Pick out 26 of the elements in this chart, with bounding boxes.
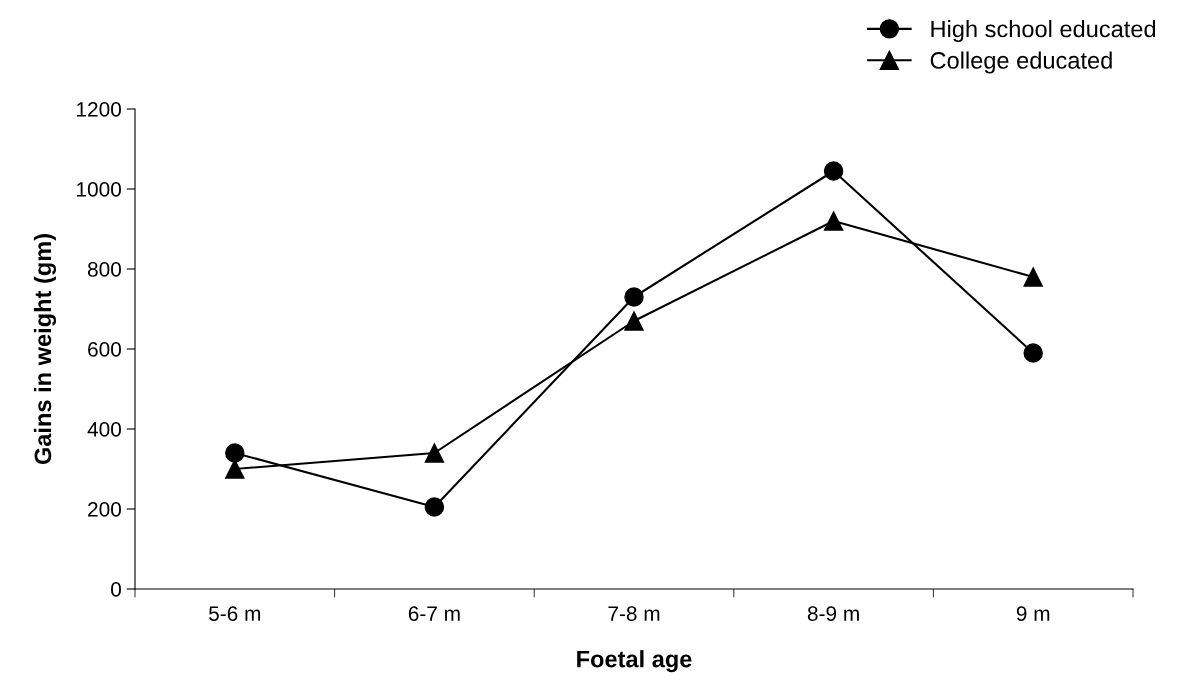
y-tick-label: 0 [111,582,121,597]
y-tick-label: 600 [88,342,121,357]
x-axis-title: Foetal age [577,650,692,673]
y-tick-label: 800 [87,262,121,277]
point [823,211,844,231]
point [624,287,644,307]
legend-label: High school educated [931,20,1156,43]
y-tick-label: 1200 [77,102,121,117]
x-tick-label: 6-7 m [408,606,460,621]
legend-label: College educated [930,51,1112,74]
y-tick-label: 200 [88,502,121,517]
point [1023,343,1043,363]
point [624,311,644,331]
x-tick-label: 5-6 m [209,606,261,621]
y-axis-title: Gains in weight (gm) [33,234,57,465]
point [225,443,245,463]
x-tick-label: 7-8 m [608,606,660,621]
point [225,459,245,479]
y-tick-label: 400 [87,422,121,437]
point [823,161,844,181]
y-tick-label: 1000 [77,182,121,197]
x-tick-label: 9 m [1016,606,1050,621]
point [1023,267,1043,287]
x-tick-label: 8-9 m [807,606,859,621]
point [424,443,445,463]
point [424,497,445,517]
